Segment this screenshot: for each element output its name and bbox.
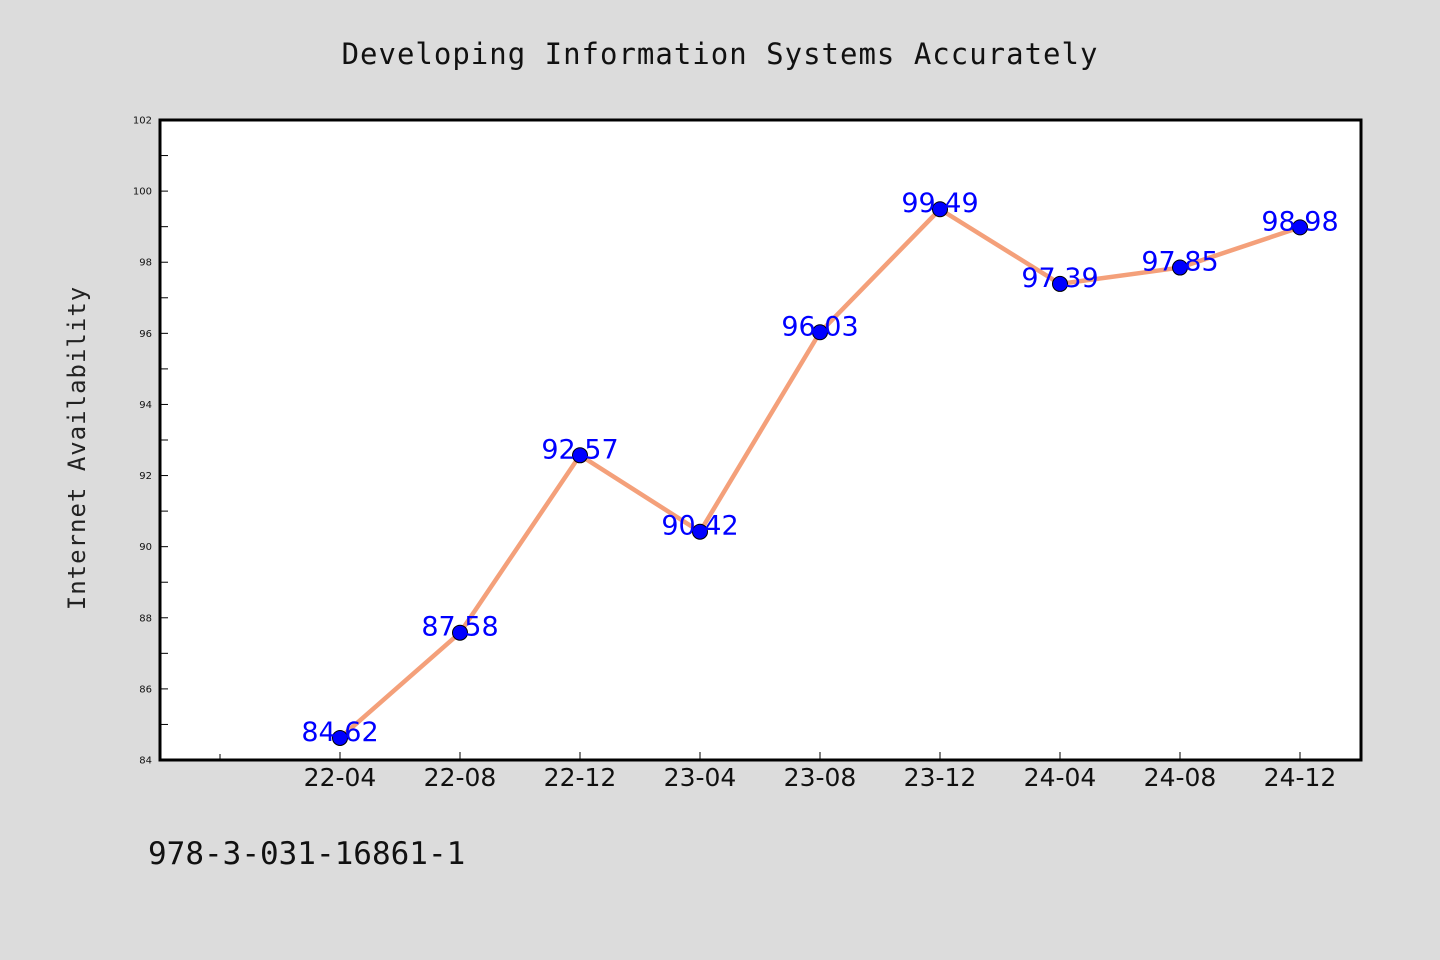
x-tick-label: 22-08 [424, 763, 497, 792]
data-label: 97.85 [1141, 247, 1218, 278]
x-tick-label: 23-04 [664, 763, 737, 792]
data-point [932, 201, 948, 218]
data-label: 97.39 [1021, 263, 1098, 294]
data-label: 99.49 [901, 188, 978, 219]
y-axis-label: Internet Availability [63, 286, 91, 610]
data-point [1052, 275, 1068, 292]
data-point [332, 729, 348, 746]
y-tick-label: 94 [139, 400, 152, 411]
x-tick-label: 23-12 [904, 763, 977, 792]
x-tick-label: 22-04 [304, 763, 377, 792]
plot-area [160, 120, 1361, 760]
data-point [572, 447, 588, 464]
data-point [1172, 259, 1188, 276]
plot-frame [158, 118, 1363, 762]
y-tick-label: 96 [139, 329, 152, 340]
data-label: 96.03 [781, 311, 858, 342]
data-point [692, 523, 708, 540]
series-markers-group [332, 201, 1308, 746]
isbn-annotation: 978-3-031-16861-1 [148, 836, 465, 872]
data-point [1292, 219, 1308, 236]
data-label: 87.58 [421, 612, 498, 643]
x-tick-label: 22-12 [544, 763, 617, 792]
chart-title: Developing Information Systems Accuratel… [342, 37, 1099, 71]
y-tick-label: 88 [139, 613, 152, 624]
data-point [812, 324, 828, 341]
y-tick-label: 84 [139, 756, 152, 767]
x-axis-ticks: 22-04 22-08 22-12 23-04 23-08 23-12 24-04 24-08… [219, 752, 1337, 792]
data-labels-group: 84.62 87.58 92.57 90.42 96.03 99.49 97.39 97.85… [301, 188, 1338, 748]
y-tick-label: 92 [139, 471, 152, 482]
x-tick-label: 24-04 [1024, 763, 1097, 792]
y-tick-label: 86 [139, 684, 152, 695]
y-tick-label: 102 [133, 116, 152, 127]
data-label: 98.98 [1261, 206, 1338, 237]
data-label: 90.42 [661, 511, 738, 542]
data-point [452, 624, 468, 641]
x-tick-label: 24-08 [1144, 763, 1217, 792]
y-tick-label: 98 [139, 258, 152, 269]
data-label: 84.62 [301, 717, 378, 748]
y-tick-label: 100 [133, 187, 152, 198]
data-label: 92.57 [541, 434, 618, 465]
x-tick-label: 24-12 [1264, 763, 1337, 792]
y-tick-label: 90 [139, 542, 152, 553]
x-tick-label: 23-08 [784, 763, 857, 792]
